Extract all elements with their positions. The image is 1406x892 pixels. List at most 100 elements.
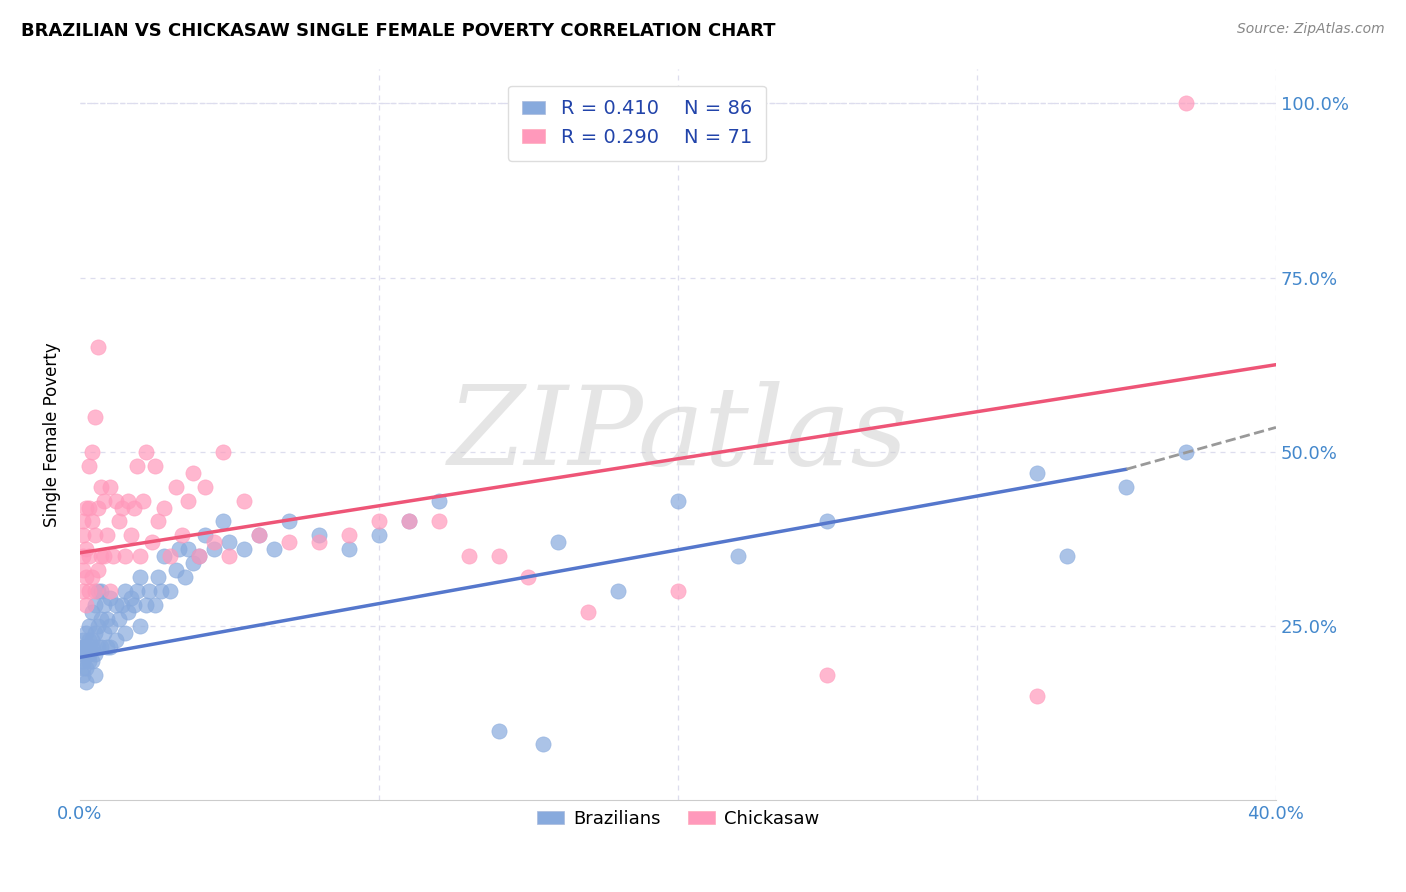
Point: [80, 515, 103, 529]
Point: [547, 535, 569, 549]
Point: [167, 542, 190, 557]
Point: [98, 584, 121, 599]
Point: [72, 632, 94, 647]
Point: [278, 515, 301, 529]
Point: [75, 626, 97, 640]
Point: [666, 493, 689, 508]
Point: [77, 458, 100, 473]
Point: [111, 598, 134, 612]
Point: [183, 466, 205, 480]
Point: [72, 563, 94, 577]
Point: [93, 598, 115, 612]
Point: [165, 563, 187, 577]
Point: [72, 647, 94, 661]
Point: [176, 493, 198, 508]
Point: [80, 605, 103, 619]
Point: [367, 528, 389, 542]
Point: [666, 584, 689, 599]
Point: [143, 598, 166, 612]
Point: [143, 458, 166, 473]
Point: [93, 549, 115, 564]
Point: [77, 549, 100, 564]
Point: [531, 738, 554, 752]
Point: [80, 640, 103, 654]
Point: [87, 584, 110, 599]
Point: [183, 556, 205, 570]
Point: [77, 632, 100, 647]
Point: [77, 500, 100, 515]
Point: [93, 626, 115, 640]
Point: [93, 493, 115, 508]
Point: [308, 535, 330, 549]
Point: [90, 549, 112, 564]
Point: [75, 661, 97, 675]
Text: ZIPatlas: ZIPatlas: [447, 381, 908, 488]
Point: [72, 661, 94, 675]
Point: [72, 667, 94, 681]
Point: [77, 584, 100, 599]
Point: [75, 542, 97, 557]
Point: [576, 605, 599, 619]
Point: [83, 528, 105, 542]
Point: [125, 584, 148, 599]
Point: [337, 542, 360, 557]
Point: [212, 515, 235, 529]
Point: [72, 654, 94, 668]
Point: [128, 619, 150, 633]
Point: [367, 515, 389, 529]
Point: [120, 591, 142, 606]
Point: [1175, 444, 1198, 458]
Point: [263, 542, 285, 557]
Point: [194, 528, 217, 542]
Point: [80, 654, 103, 668]
Point: [427, 515, 450, 529]
Point: [90, 640, 112, 654]
Point: [98, 480, 121, 494]
Point: [83, 598, 105, 612]
Point: [75, 647, 97, 661]
Point: [188, 549, 211, 564]
Point: [72, 584, 94, 599]
Point: [170, 528, 193, 542]
Point: [90, 612, 112, 626]
Point: [212, 444, 235, 458]
Point: [138, 584, 160, 599]
Point: [131, 493, 153, 508]
Point: [128, 570, 150, 584]
Point: [77, 619, 100, 633]
Point: [457, 549, 479, 564]
Point: [104, 632, 127, 647]
Point: [75, 570, 97, 584]
Point: [72, 640, 94, 654]
Point: [122, 598, 145, 612]
Point: [87, 340, 110, 354]
Point: [815, 515, 838, 529]
Point: [104, 598, 127, 612]
Point: [165, 480, 187, 494]
Point: [80, 632, 103, 647]
Point: [98, 640, 121, 654]
Point: [1175, 96, 1198, 111]
Point: [117, 493, 139, 508]
Point: [122, 500, 145, 515]
Point: [114, 549, 136, 564]
Point: [398, 515, 420, 529]
Point: [488, 549, 510, 564]
Point: [815, 667, 838, 681]
Text: Source: ZipAtlas.com: Source: ZipAtlas.com: [1237, 22, 1385, 37]
Point: [75, 674, 97, 689]
Point: [72, 640, 94, 654]
Point: [727, 549, 749, 564]
Point: [104, 493, 127, 508]
Point: [72, 528, 94, 542]
Point: [1025, 466, 1047, 480]
Point: [98, 591, 121, 606]
Point: [233, 542, 256, 557]
Point: [488, 723, 510, 738]
Point: [72, 549, 94, 564]
Point: [135, 444, 157, 458]
Point: [114, 584, 136, 599]
Point: [337, 528, 360, 542]
Point: [96, 640, 118, 654]
Point: [83, 647, 105, 661]
